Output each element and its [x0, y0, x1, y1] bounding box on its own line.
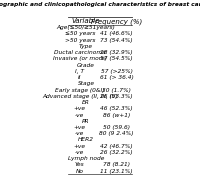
Text: 57 (>25%): 57 (>25%) — [101, 69, 132, 74]
Text: 41 (46.6%): 41 (46.6%) — [100, 31, 133, 36]
Text: Lymph node: Lymph node — [68, 156, 104, 161]
Text: Grade: Grade — [77, 63, 95, 68]
Text: Frequency (%): Frequency (%) — [91, 18, 142, 25]
Text: 61 (> 36.4): 61 (> 36.4) — [100, 75, 133, 80]
Text: -ve: -ve — [75, 112, 84, 118]
Text: 26 (53.3%): 26 (53.3%) — [100, 94, 133, 99]
Text: >50 years: >50 years — [65, 38, 95, 43]
Text: 11 (23.1%): 11 (23.1%) — [100, 169, 133, 174]
Text: Table 1: Demographic and clinicopathological characteristics of breast cancer pa: Table 1: Demographic and clinicopatholog… — [0, 2, 200, 7]
Text: Age(≤50/≥51years): Age(≤50/≥51years) — [57, 25, 115, 30]
Text: -ve: -ve — [75, 150, 84, 155]
Text: I, T: I, T — [75, 69, 84, 74]
Text: 50 (59.6): 50 (59.6) — [103, 125, 130, 130]
Text: 73 (54.4%): 73 (54.4%) — [100, 38, 133, 43]
Text: +ve: +ve — [74, 144, 86, 149]
Text: 86 (w+1): 86 (w+1) — [103, 112, 130, 118]
Text: Early stage (0&I): Early stage (0&I) — [55, 88, 104, 93]
Text: 78 (8.21): 78 (8.21) — [103, 163, 130, 167]
Text: 80 (9 2.4%): 80 (9 2.4%) — [99, 131, 134, 136]
Text: HER2: HER2 — [78, 137, 94, 143]
Text: 30 (1.7%): 30 (1.7%) — [102, 88, 131, 93]
Text: No: No — [76, 169, 84, 174]
Text: 26 (32.2%): 26 (32.2%) — [100, 150, 133, 155]
Text: II: II — [78, 75, 81, 80]
Text: Yes: Yes — [75, 163, 85, 167]
Text: +ve: +ve — [74, 106, 86, 111]
Text: Ductal carcinoma: Ductal carcinoma — [54, 50, 106, 55]
Text: PR: PR — [82, 119, 90, 124]
Text: Advanced stage (II, III, IV): Advanced stage (II, III, IV) — [42, 94, 118, 99]
Text: ER: ER — [82, 100, 90, 105]
Text: Type: Type — [79, 44, 93, 49]
Text: Stage: Stage — [78, 81, 95, 86]
Text: +ve: +ve — [74, 125, 86, 130]
Text: 28 (32.9%): 28 (32.9%) — [100, 50, 133, 55]
Text: 42 (46.7%): 42 (46.7%) — [100, 144, 133, 149]
Text: Invasive (or more): Invasive (or more) — [53, 56, 107, 61]
Text: -ve: -ve — [75, 131, 84, 136]
Text: Variable: Variable — [72, 18, 100, 24]
Text: 46 (52.3%): 46 (52.3%) — [100, 106, 133, 111]
Text: 57 (54.5%): 57 (54.5%) — [100, 56, 133, 61]
Text: ≤50 years: ≤50 years — [65, 31, 95, 36]
